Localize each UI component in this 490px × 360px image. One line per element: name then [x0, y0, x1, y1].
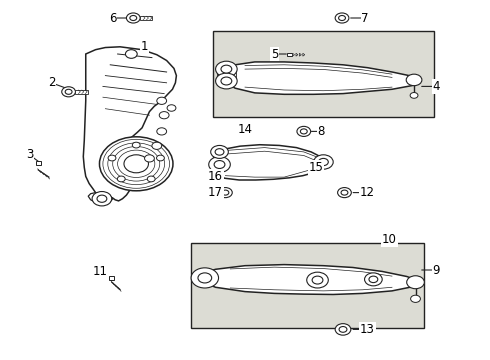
- Text: 17: 17: [208, 186, 223, 199]
- Text: 16: 16: [208, 170, 223, 183]
- Bar: [287, 53, 292, 56]
- Text: 11: 11: [93, 265, 108, 278]
- Circle shape: [318, 158, 328, 166]
- Circle shape: [167, 105, 176, 111]
- Text: 1: 1: [141, 40, 148, 53]
- Circle shape: [124, 155, 148, 173]
- Circle shape: [335, 324, 351, 335]
- Circle shape: [411, 295, 420, 302]
- Bar: [213, 31, 434, 117]
- Polygon shape: [293, 53, 294, 56]
- Circle shape: [147, 176, 155, 182]
- Circle shape: [126, 13, 140, 23]
- Polygon shape: [213, 145, 327, 180]
- Circle shape: [132, 142, 140, 148]
- Bar: [191, 243, 424, 328]
- Circle shape: [209, 157, 230, 172]
- Circle shape: [157, 128, 167, 135]
- Bar: [140, 16, 152, 20]
- Circle shape: [307, 272, 328, 288]
- Circle shape: [339, 327, 347, 332]
- Circle shape: [338, 188, 351, 198]
- Circle shape: [312, 276, 323, 284]
- Circle shape: [118, 150, 155, 177]
- Circle shape: [222, 190, 229, 195]
- Circle shape: [335, 13, 349, 23]
- Circle shape: [97, 195, 107, 202]
- Circle shape: [221, 65, 232, 73]
- Bar: [109, 276, 114, 280]
- Circle shape: [219, 188, 232, 198]
- Circle shape: [62, 87, 75, 97]
- Circle shape: [159, 112, 169, 119]
- Circle shape: [211, 145, 228, 158]
- Circle shape: [410, 93, 418, 98]
- Text: 14: 14: [238, 123, 252, 136]
- Circle shape: [407, 276, 424, 289]
- Text: 5: 5: [270, 48, 278, 60]
- Text: 3: 3: [25, 148, 33, 161]
- Polygon shape: [88, 193, 113, 203]
- Polygon shape: [299, 53, 301, 56]
- Text: 7: 7: [361, 12, 369, 24]
- Text: 13: 13: [360, 323, 375, 336]
- Text: 8: 8: [317, 125, 325, 138]
- Circle shape: [108, 155, 116, 161]
- Circle shape: [103, 139, 170, 188]
- Circle shape: [65, 89, 72, 94]
- Circle shape: [92, 192, 112, 206]
- Text: 15: 15: [309, 161, 323, 174]
- Circle shape: [198, 273, 212, 283]
- Circle shape: [339, 15, 345, 21]
- Text: 6: 6: [109, 12, 117, 24]
- Circle shape: [216, 61, 237, 77]
- Circle shape: [125, 50, 137, 58]
- Polygon shape: [83, 47, 176, 201]
- Circle shape: [157, 97, 167, 104]
- Circle shape: [365, 273, 382, 286]
- Text: 4: 4: [432, 80, 440, 93]
- Circle shape: [221, 77, 232, 85]
- Circle shape: [108, 143, 165, 185]
- Text: 12: 12: [360, 186, 375, 199]
- Circle shape: [297, 126, 311, 136]
- Circle shape: [145, 155, 154, 162]
- Circle shape: [117, 176, 125, 182]
- Circle shape: [152, 142, 162, 149]
- Circle shape: [300, 129, 307, 134]
- Circle shape: [341, 190, 348, 195]
- Circle shape: [215, 149, 224, 155]
- Text: 9: 9: [432, 264, 440, 276]
- Polygon shape: [296, 53, 298, 56]
- Polygon shape: [198, 265, 419, 294]
- Circle shape: [369, 276, 378, 283]
- Circle shape: [191, 268, 219, 288]
- Bar: [36, 161, 41, 165]
- Circle shape: [214, 161, 225, 168]
- Circle shape: [314, 155, 333, 169]
- Circle shape: [113, 147, 160, 181]
- Polygon shape: [303, 53, 305, 56]
- Text: 2: 2: [48, 76, 55, 89]
- Circle shape: [216, 73, 237, 89]
- Bar: [75, 90, 88, 94]
- Polygon shape: [217, 69, 236, 81]
- Circle shape: [130, 15, 137, 21]
- Circle shape: [99, 137, 173, 191]
- Circle shape: [156, 155, 164, 161]
- Polygon shape: [223, 62, 419, 94]
- Text: 10: 10: [382, 233, 397, 246]
- Circle shape: [406, 74, 422, 86]
